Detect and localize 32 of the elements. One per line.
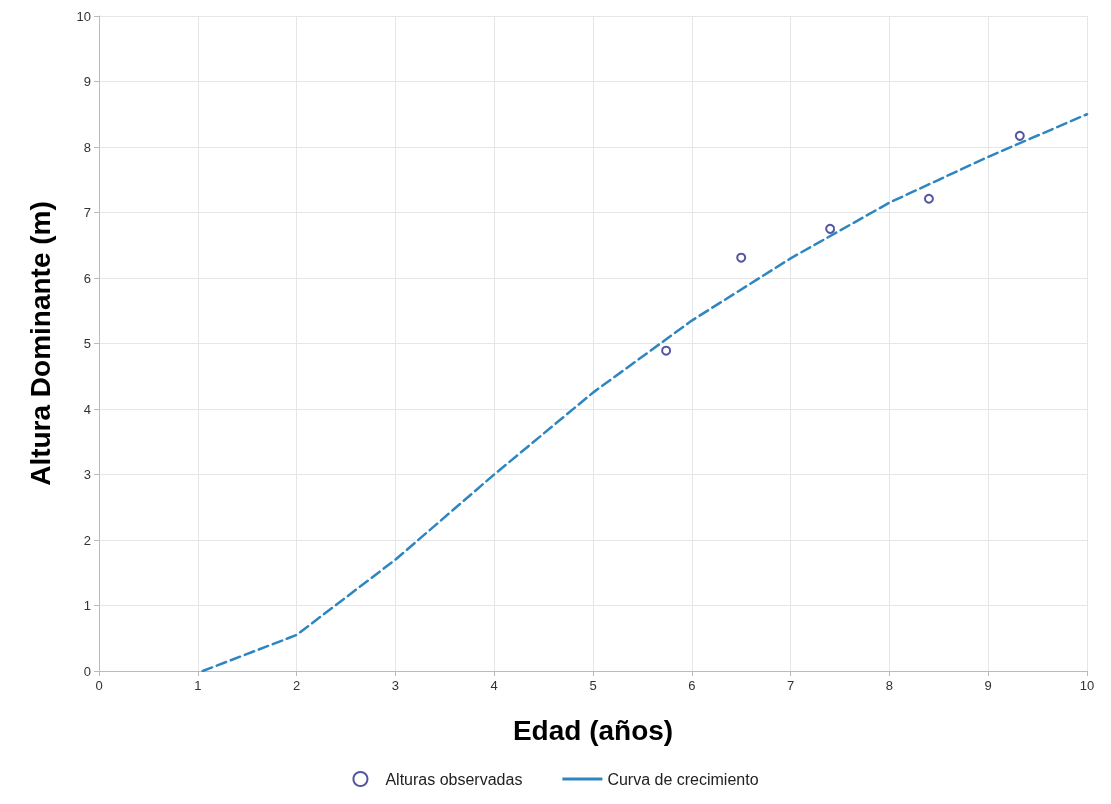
- y-tick-label: 1: [83, 598, 91, 613]
- legend-label: Alturas observadas: [385, 770, 523, 788]
- x-tick-label: 1: [194, 678, 202, 693]
- y-tick-label: 9: [83, 74, 91, 89]
- y-tick-label: 2: [83, 532, 91, 548]
- y-tick-label: 10: [76, 8, 91, 24]
- x-tick-label: 3: [391, 678, 400, 693]
- point: [1014, 130, 1025, 141]
- x-tick-label: 7: [786, 678, 795, 693]
- x-tick-label: 2: [292, 678, 301, 693]
- y-axis-title: Altura Dominante (m): [24, 201, 56, 486]
- x-tick-label: 6: [688, 678, 696, 693]
- x-tick-label: 9: [984, 678, 992, 693]
- y-tick-label: 0: [83, 663, 91, 679]
- y-tick-label: 4: [83, 401, 91, 417]
- x-axis-title: Edad (años): [512, 714, 674, 746]
- y-tick-label: 5: [83, 336, 91, 351]
- x-tick-label: 8: [885, 678, 894, 693]
- line-series: [201, 113, 1089, 673]
- legend-label: Curva de crecimiento: [607, 770, 759, 788]
- point: [923, 193, 934, 204]
- y-tick-label: 6: [83, 270, 91, 286]
- y-tick-label: 7: [83, 205, 91, 220]
- point: [736, 252, 747, 263]
- y-tick-label: 3: [83, 467, 91, 482]
- x-tick-label: 5: [589, 678, 597, 693]
- point: [661, 345, 672, 356]
- x-tick-label: 0: [95, 678, 103, 693]
- x-tick-label: 10: [1079, 678, 1095, 693]
- x-tick-label: 4: [490, 678, 498, 693]
- y-tick-label: 8: [83, 139, 91, 155]
- point: [825, 223, 836, 234]
